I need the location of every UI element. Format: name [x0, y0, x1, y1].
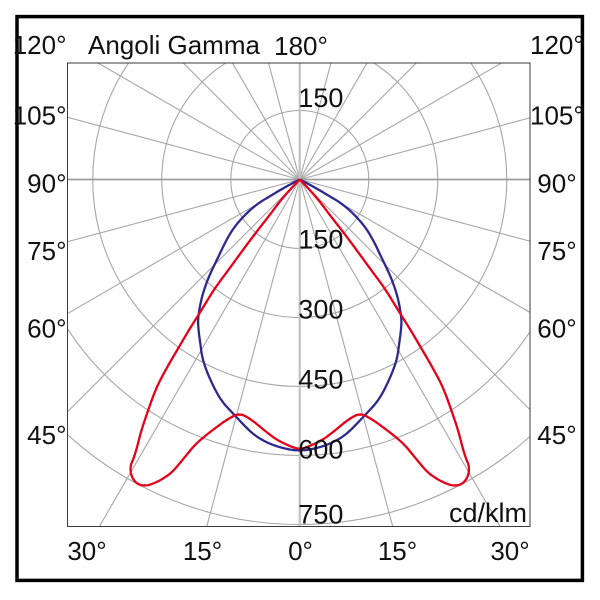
- svg-text:cd/klm: cd/klm: [449, 498, 527, 528]
- svg-text:15°: 15°: [183, 536, 222, 566]
- svg-text:750: 750: [298, 500, 343, 530]
- svg-text:600: 600: [298, 435, 343, 465]
- svg-text:180°: 180°: [274, 31, 328, 61]
- svg-text:300: 300: [298, 295, 343, 325]
- svg-text:45°: 45°: [27, 420, 66, 450]
- svg-text:Angoli Gamma: Angoli Gamma: [88, 30, 260, 60]
- svg-text:75°: 75°: [27, 236, 66, 266]
- svg-text:75°: 75°: [537, 236, 576, 266]
- svg-text:120°: 120°: [530, 30, 584, 60]
- svg-text:60°: 60°: [537, 313, 576, 343]
- svg-text:90°: 90°: [537, 169, 576, 199]
- svg-text:60°: 60°: [27, 313, 66, 343]
- svg-text:30°: 30°: [67, 536, 106, 566]
- svg-text:120°: 120°: [13, 30, 67, 60]
- svg-text:150: 150: [298, 225, 343, 255]
- svg-text:30°: 30°: [490, 536, 529, 566]
- svg-text:45°: 45°: [537, 420, 576, 450]
- svg-text:105°: 105°: [530, 100, 584, 130]
- svg-text:105°: 105°: [13, 100, 67, 130]
- svg-text:450: 450: [298, 365, 343, 395]
- svg-text:15°: 15°: [378, 536, 417, 566]
- svg-text:150: 150: [298, 83, 343, 113]
- svg-text:90°: 90°: [27, 169, 66, 199]
- svg-text:0°: 0°: [288, 536, 313, 566]
